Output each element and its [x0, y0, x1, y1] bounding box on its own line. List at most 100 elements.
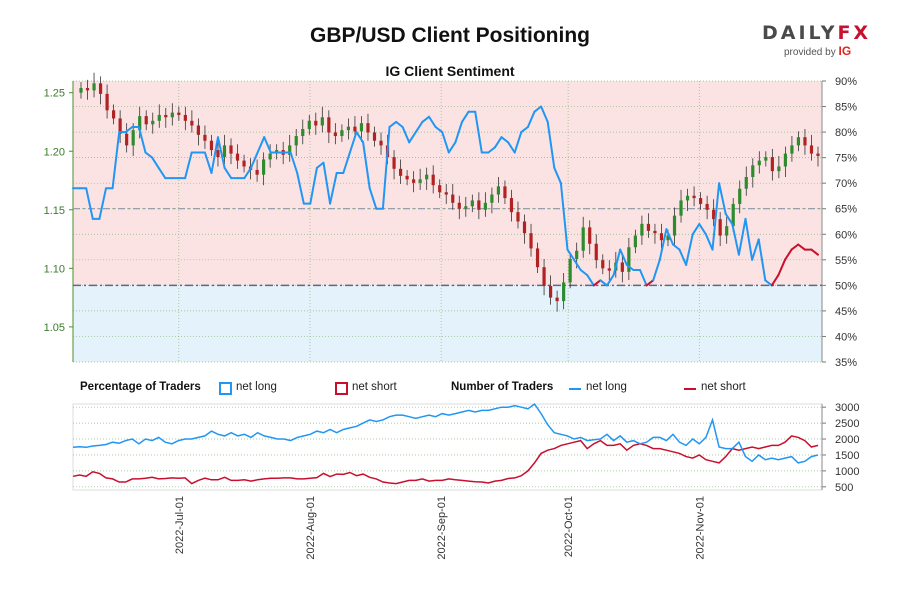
candle-body: [620, 262, 624, 272]
price-tick-label: 1.05: [44, 322, 65, 334]
x-tick-label: 2022-Nov-01: [694, 496, 706, 560]
dominant-sentiment-segment: [810, 248, 819, 256]
dominant-sentiment-segment: [592, 279, 602, 287]
legend-num-heading: Number of Traders: [451, 381, 554, 393]
dominant-sentiment-segment: [625, 263, 635, 271]
dominant-sentiment-segment: [586, 274, 595, 287]
dominant-sentiment-segment: [184, 151, 193, 180]
dominant-sentiment-segment: [111, 131, 121, 190]
dominant-sentiment-segment: [658, 228, 668, 261]
dominant-sentiment-segment: [784, 248, 793, 261]
dominant-sentiment-segment: [744, 217, 754, 261]
count-tick-label: 2500: [835, 418, 859, 430]
dominant-sentiment-segment: [612, 248, 622, 277]
dominant-sentiment-segment: [85, 187, 94, 220]
dominant-sentiment-segment: [151, 156, 160, 169]
dominant-sentiment-segment: [513, 131, 523, 154]
candle-body: [783, 153, 787, 167]
dominant-sentiment-segment: [250, 151, 259, 169]
candle-body: [431, 174, 435, 186]
dominant-sentiment-segment: [553, 166, 562, 185]
dominant-sentiment-segment: [698, 223, 707, 236]
dominant-sentiment-segment: [157, 166, 167, 180]
dominant-sentiment-segment: [296, 172, 305, 205]
dominant-sentiment-segment: [540, 105, 549, 123]
candle-body: [594, 243, 598, 261]
candle-body: [803, 137, 807, 146]
candle-body: [125, 133, 129, 146]
candle-body: [209, 140, 214, 151]
candle-body: [268, 153, 272, 160]
candle-body: [731, 203, 735, 227]
pct-tick-label: 75%: [835, 153, 857, 165]
dominant-sentiment-segment: [606, 274, 615, 287]
candle-body: [118, 118, 122, 134]
dominant-sentiment-segment: [203, 151, 213, 174]
candle-body: [457, 202, 461, 209]
candle-body: [444, 192, 448, 195]
candle-body: [464, 206, 468, 209]
dominant-sentiment-segment: [507, 141, 516, 154]
dominant-sentiment-segment: [322, 161, 332, 205]
dominant-sentiment-segment: [256, 136, 266, 154]
candle-body: [477, 200, 481, 210]
candle-body: [542, 267, 546, 286]
candle-body: [288, 145, 292, 155]
candle-body: [646, 223, 651, 231]
candle-body: [770, 157, 774, 172]
dominant-sentiment-segment: [566, 248, 576, 261]
pct-tick-label: 70%: [835, 178, 857, 190]
dominant-sentiment-segment: [414, 120, 424, 134]
candle-body: [555, 297, 559, 302]
x-tick-label: 2022-Aug-01: [305, 496, 317, 560]
candle-body: [764, 157, 768, 161]
dominant-sentiment-segment: [441, 131, 450, 154]
brand-provided-by: provided by IG: [762, 44, 872, 58]
dominant-sentiment-segment: [645, 279, 655, 287]
dominant-sentiment-segment: [210, 136, 219, 174]
count-tick-label: 500: [835, 482, 853, 494]
candle-body: [190, 120, 194, 126]
candle-body: [562, 282, 566, 302]
net-long-zone: [73, 285, 822, 362]
candle-body: [718, 219, 722, 236]
dominant-sentiment-segment: [546, 120, 556, 169]
candle-body: [633, 235, 637, 248]
candle-body: [196, 125, 200, 135]
candle-body: [105, 93, 109, 111]
candle-body: [548, 285, 553, 298]
dominant-sentiment-segment: [718, 182, 727, 215]
dominant-sentiment-segment: [263, 136, 272, 154]
ig-logo: IG: [838, 44, 852, 58]
dominant-sentiment-segment: [704, 233, 714, 251]
candle-body: [509, 198, 514, 213]
pct-tick-label: 90%: [835, 76, 857, 88]
dominant-sentiment-segment: [329, 172, 338, 205]
count-tick-label: 1000: [835, 466, 859, 478]
candle-body: [529, 233, 533, 249]
legend-num-long-label: net long: [586, 381, 627, 393]
candle-body: [412, 179, 416, 183]
candle-body: [216, 150, 220, 158]
pct-tick-label: 40%: [835, 331, 857, 343]
candle-body: [816, 153, 820, 156]
dominant-sentiment-segment: [579, 269, 589, 277]
dominant-sentiment-segment: [428, 115, 437, 128]
dominant-sentiment-segment: [757, 238, 767, 282]
legend-pct-short-label: net short: [352, 381, 397, 393]
candle-body: [751, 165, 755, 178]
candle-body: [379, 140, 383, 146]
candle-body: [588, 227, 592, 244]
candle-body: [320, 117, 324, 126]
candle-body: [699, 198, 703, 204]
chart-subtitle: IG Client Sentiment: [385, 63, 515, 79]
price-sentiment-plot: 35% 40% 45% 50% 55% 60% 65% 70% 75% 80% 85% 90% 1.05…: [44, 72, 857, 369]
dominant-sentiment-segment: [777, 258, 786, 277]
pct-tick-label: 45%: [835, 306, 857, 318]
count-tick-label: 3000: [835, 402, 859, 414]
candle-body: [425, 174, 429, 180]
candle-body: [262, 159, 266, 175]
dominant-sentiment-segment: [619, 248, 628, 266]
pct-tick-label: 55%: [835, 255, 857, 267]
